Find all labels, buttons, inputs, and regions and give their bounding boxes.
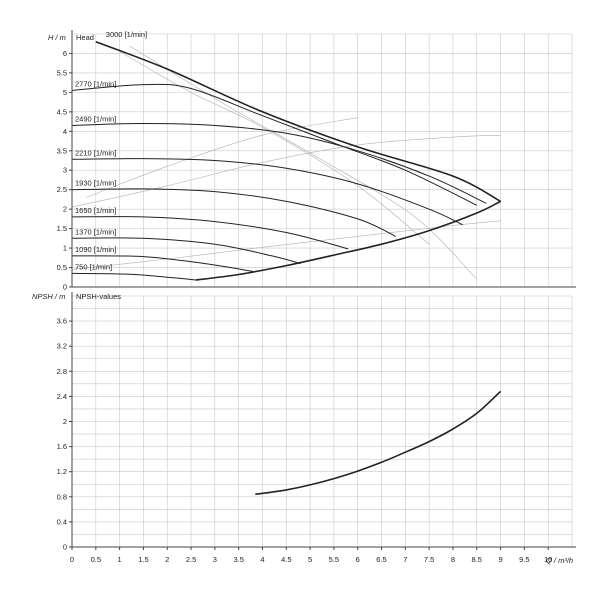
- npsh-y-tick-label: 2.4: [57, 392, 67, 401]
- axes: [69, 30, 576, 550]
- head-y-tick-label: 2: [63, 205, 67, 214]
- npsh-y-axis-label: NPSH / m: [32, 292, 65, 301]
- head-y-tick-label: 4: [63, 127, 67, 136]
- x-tick-label: 9: [498, 555, 502, 564]
- x-tick-label: 6.5: [376, 555, 386, 564]
- npsh-curve: [255, 390, 502, 496]
- speed-curve-label: 2210 [1/min]: [75, 148, 116, 157]
- speed-curve-label: 1090 [1/min]: [75, 245, 116, 254]
- npsh-y-tick-label: 2: [63, 417, 67, 426]
- x-tick-label: 3.5: [233, 555, 243, 564]
- npsh-y-tick-label: 1.6: [57, 442, 67, 451]
- speed-curve: [71, 216, 349, 250]
- speed-curve: [71, 122, 487, 204]
- x-tick-label: 5.5: [329, 555, 339, 564]
- head-y-tick-label: 4.5: [57, 107, 67, 116]
- x-tick-label: 7: [403, 555, 407, 564]
- npsh-y-tick-label: 1.2: [57, 467, 67, 476]
- x-tick-label: 8: [451, 555, 455, 564]
- npsh-y-tick-label: 3.6: [57, 317, 67, 326]
- x-tick-label: 4: [260, 555, 264, 564]
- speed-curve: [71, 237, 301, 265]
- npsh-y-tick-label: 2.8: [57, 367, 67, 376]
- speed-curve-label: 2770 [1/min]: [75, 79, 116, 88]
- head-y-tick-label: 0: [63, 283, 67, 292]
- x-tick-label: 6: [356, 555, 360, 564]
- head-y-tick-label: 5: [63, 88, 67, 97]
- speed-curve-label: 1650 [1/min]: [75, 206, 116, 215]
- head-chart-title: Head: [76, 33, 94, 42]
- head-y-tick-label: 3.5: [57, 146, 67, 155]
- npsh-y-tick-label: 0.4: [57, 517, 67, 526]
- x-tick-label: 1: [118, 555, 122, 564]
- speed-curve-label: 750 [1/min]: [75, 262, 112, 271]
- grid: [71, 33, 573, 548]
- head-y-tick-label: 1.5: [57, 224, 67, 233]
- x-tick-label: 1.5: [138, 555, 148, 564]
- speed-curve: [95, 41, 501, 203]
- x-tick-label: 5: [308, 555, 312, 564]
- speed-curve: [71, 255, 254, 272]
- x-tick-label: 10: [544, 555, 552, 564]
- speed-curves: [71, 41, 502, 496]
- npsh-y-tick-label: 0: [63, 543, 67, 552]
- speed-curve-label: 1370 [1/min]: [75, 227, 116, 236]
- iso-line: [119, 51, 430, 245]
- x-tick-label: 4.5: [281, 555, 291, 564]
- x-tick-label: 3: [213, 555, 217, 564]
- head-y-tick-label: 0.5: [57, 263, 67, 272]
- x-axis-label: Q / m³/h: [546, 556, 573, 565]
- head-y-tick-label: 2.5: [57, 185, 67, 194]
- iso-line: [128, 45, 478, 280]
- x-tick-label: 0: [70, 555, 74, 564]
- x-tick-label: 9.5: [519, 555, 529, 564]
- labels: 00.511.522.533.544.555.5600.40.81.21.622…: [57, 30, 553, 564]
- x-tick-label: 2: [165, 555, 169, 564]
- speed-curve-label: 3000 [1/min]: [106, 30, 147, 39]
- head-y-tick-label: 6: [63, 49, 67, 58]
- npsh-y-tick-label: 0.8: [57, 492, 67, 501]
- x-tick-label: 8.5: [472, 555, 482, 564]
- iso-line: [86, 117, 358, 198]
- lower-boundary-curve: [195, 200, 501, 281]
- npsh-y-tick-label: 3.2: [57, 342, 67, 351]
- speed-curve-label: 2490 [1/min]: [75, 114, 116, 123]
- x-tick-label: 7.5: [424, 555, 434, 564]
- head-y-tick-label: 1: [63, 244, 67, 253]
- npsh-chart-title: NPSH-values: [76, 292, 121, 301]
- head-y-tick-label: 3: [63, 166, 67, 175]
- speed-curve-label: 1930 [1/min]: [75, 179, 116, 188]
- x-tick-label: 2.5: [186, 555, 196, 564]
- iso-line: [71, 220, 501, 270]
- speed-curve: [71, 272, 196, 281]
- speed-curve: [71, 188, 397, 237]
- speed-curve: [71, 83, 478, 206]
- head-y-axis-label: H / m: [48, 33, 66, 42]
- head-y-tick-label: 5.5: [57, 68, 67, 77]
- speed-curve: [71, 158, 463, 226]
- x-tick-label: 0.5: [91, 555, 101, 564]
